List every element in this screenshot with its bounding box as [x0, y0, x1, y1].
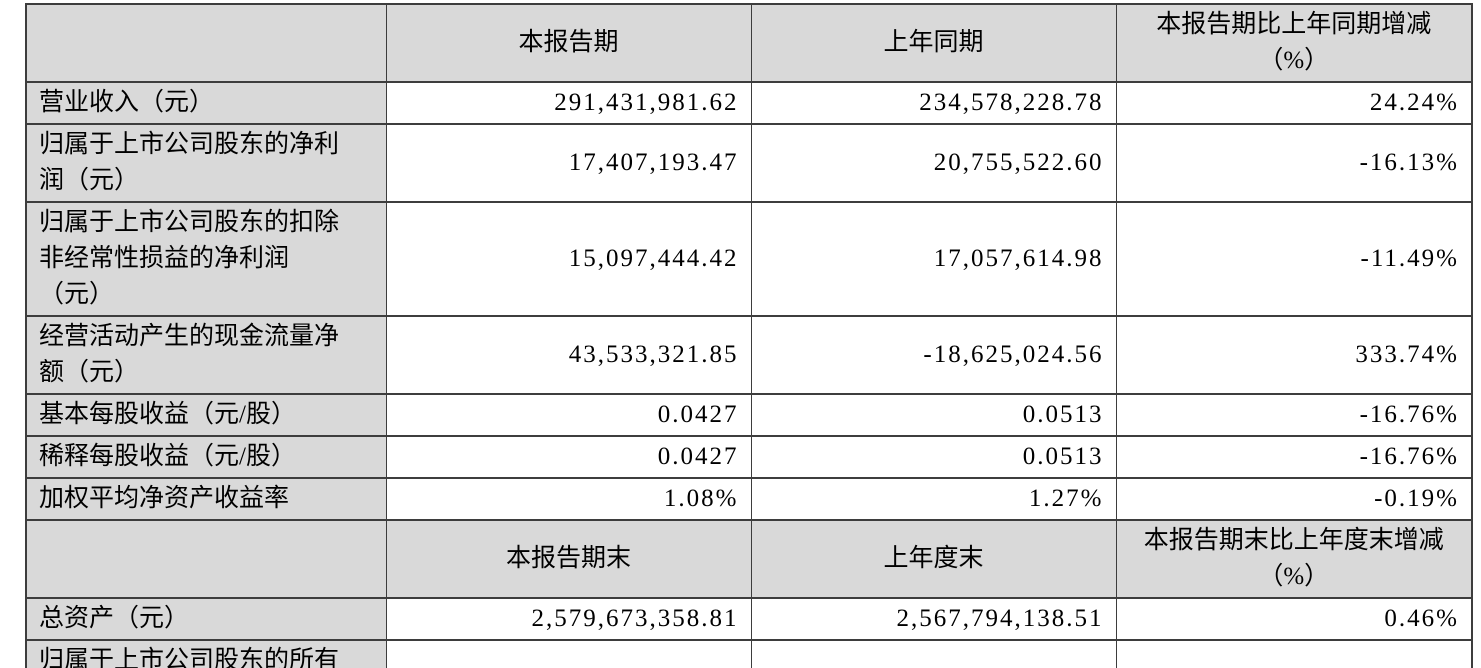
column-header: 上年度末 [750, 519, 1117, 599]
value-cell: 1,602,617,229.00 [750, 639, 1117, 668]
row-label-cell: 归属于上市公司股东的扣除 非经常性损益的净利润 （元） [25, 201, 387, 317]
value-cell: -18,625,024.56 [750, 315, 1117, 395]
value-cell: 1.27% [750, 477, 1117, 521]
value-cell: 17,057,614.98 [750, 201, 1117, 317]
row-label-cell: 归属于上市公司股东的净利 润（元） [25, 123, 387, 203]
table-row: 经营活动产生的现金流量净 额（元） 43,533,321.85 -18,625,02… [25, 315, 1473, 395]
value-cell: 0.0427 [385, 435, 752, 479]
value-cell: 24.24% [1115, 81, 1473, 125]
value-cell: -16.76% [1115, 435, 1473, 479]
row-label-cell: 总资产（元） [25, 597, 387, 641]
table-row: 归属于上市公司股东的所有 者权益（元）1,620,177,051.021,602… [25, 639, 1473, 668]
column-header: 本报告期 [385, 3, 752, 83]
table-row: 营业收入（元） 291,431,981.62 234,578,228.78 24.24… [25, 81, 1473, 125]
column-header: 上年同期 [750, 3, 1117, 83]
value-cell: 0.0513 [750, 393, 1117, 437]
column-header: 本报告期末 [385, 519, 752, 599]
value-cell: -16.76% [1115, 393, 1473, 437]
table-row: 基本每股收益（元/股） 0.0427 0.0513 -16.76% [25, 393, 1473, 437]
row-label-cell: 稀释每股收益（元/股） [25, 435, 387, 479]
value-cell: 2,579,673,358.81 [385, 597, 752, 641]
value-cell: 20,755,522.60 [750, 123, 1117, 203]
row-label-cell: 加权平均净资产收益率 [25, 477, 387, 521]
value-cell: -16.13% [1115, 123, 1473, 203]
row-label-cell: 基本每股收益（元/股） [25, 393, 387, 437]
value-cell: 333.74% [1115, 315, 1473, 395]
value-cell: 1.10% [1115, 639, 1473, 668]
row-label-cell: 归属于上市公司股东的所有 者权益（元） [25, 639, 387, 668]
value-cell: 0.0513 [750, 435, 1117, 479]
value-cell: -0.19% [1115, 477, 1473, 521]
row-label-cell: 经营活动产生的现金流量净 额（元） [25, 315, 387, 395]
value-cell: -11.49% [1115, 201, 1473, 317]
value-cell: 17,407,193.47 [385, 123, 752, 203]
value-cell: 1,620,177,051.02 [385, 639, 752, 668]
value-cell: 291,431,981.62 [385, 81, 752, 125]
column-header: 本报告期比上年同期增减 （%） [1115, 3, 1473, 83]
value-cell: 1.08% [385, 477, 752, 521]
table-row: 归属于上市公司股东的净利 润（元） 17,407,193.47 20,755,522… [25, 123, 1473, 203]
value-cell: 0.46% [1115, 597, 1473, 641]
value-cell: 15,097,444.42 [385, 201, 752, 317]
financial-summary-table: 本报告期 上年同期 本报告期比上年同期增减 （%） 营业收入（元） 291,431,98… [25, 3, 1473, 668]
header-empty-cell [25, 3, 387, 83]
table-row: 稀释每股收益（元/股） 0.0427 0.0513 -16.76% [25, 435, 1473, 479]
table-row: 加权平均净资产收益率 1.08% 1.27% -0.19% [25, 477, 1473, 521]
column-header: 本报告期末比上年度末增减 （%） [1115, 519, 1473, 599]
value-cell: 234,578,228.78 [750, 81, 1117, 125]
value-cell: 0.0427 [385, 393, 752, 437]
table-row: 总资产（元） 2,579,673,358.81 2,567,794,138.51 0.… [25, 597, 1473, 641]
table-header-row: 本报告期末 上年度末 本报告期末比上年度末增减 （%） [25, 519, 1473, 599]
header-empty-cell [25, 519, 387, 599]
row-label-cell: 营业收入（元） [25, 81, 387, 125]
table-header-row: 本报告期 上年同期 本报告期比上年同期增减 （%） [25, 3, 1473, 83]
value-cell: 2,567,794,138.51 [750, 597, 1117, 641]
table-row: 归属于上市公司股东的扣除 非经常性损益的净利润 （元） 15,097,444.42… [25, 201, 1473, 317]
value-cell: 43,533,321.85 [385, 315, 752, 395]
